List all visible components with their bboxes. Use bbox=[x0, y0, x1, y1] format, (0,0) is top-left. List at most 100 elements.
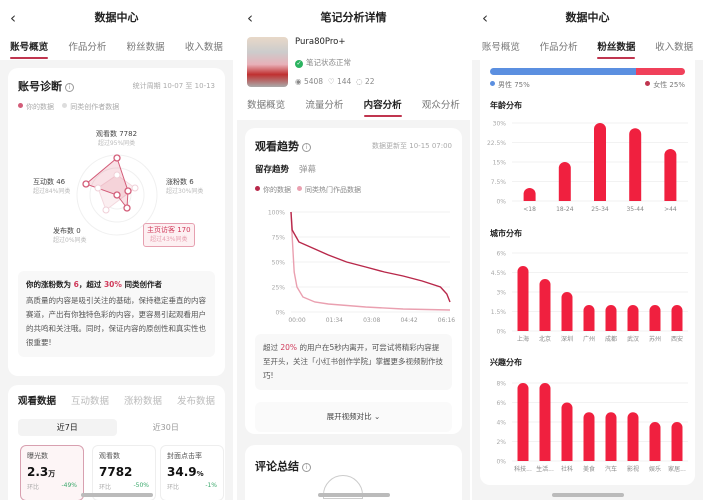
panel-fans-data: ‹ 数据中心 账号概览 作品分析 粉丝数据 收入数据 男性 75% 女性 25% … bbox=[472, 0, 703, 500]
legend-dot bbox=[62, 103, 68, 108]
tab-interaction-data[interactable]: 互动数据 bbox=[70, 396, 109, 407]
info-icon[interactable]: i bbox=[65, 83, 74, 92]
range-7d[interactable]: 近7日 bbox=[18, 419, 117, 436]
header: ‹ 笔记分析详情 bbox=[237, 0, 470, 36]
y-tick-label: 0% bbox=[496, 199, 506, 206]
bar-35-44 bbox=[629, 128, 642, 201]
bar-25-34 bbox=[594, 123, 606, 201]
tab-watch-data[interactable]: 观看数据 bbox=[18, 396, 57, 407]
tab-account-overview[interactable]: 账号概览 bbox=[10, 39, 49, 59]
x-tick-label: 社科 bbox=[561, 465, 573, 473]
y-tick-label: 22.5% bbox=[487, 140, 506, 147]
tab-audience[interactable]: 观众分析 bbox=[421, 100, 460, 111]
y-tick-label: 3% bbox=[496, 290, 506, 297]
range-30d[interactable]: 近30日 bbox=[152, 423, 179, 432]
data-tabs: 观看数据 互动数据 涨粉数据 发布数据 bbox=[18, 393, 215, 407]
bar-广州 bbox=[583, 305, 595, 331]
y-tick-label: 50% bbox=[272, 260, 286, 267]
back-icon[interactable]: ‹ bbox=[247, 9, 253, 27]
y-tick-label: 2% bbox=[496, 439, 506, 446]
bar-社科 bbox=[561, 402, 573, 461]
bar-影视 bbox=[627, 412, 639, 461]
radar-legend: 你的数据 同类创作者数据 bbox=[18, 102, 215, 112]
y-tick-label: 6% bbox=[496, 251, 506, 258]
note-cover-thumbnail[interactable] bbox=[247, 37, 288, 87]
x-tick-label: 美食 bbox=[583, 465, 595, 473]
x-tick-label: 家居... bbox=[668, 465, 686, 473]
y-tick-label: 1.5% bbox=[491, 309, 507, 316]
bar-生活... bbox=[539, 383, 551, 461]
diagnosis-title-text: 账号诊断 bbox=[18, 80, 62, 93]
tab-income[interactable]: 收入数据 bbox=[655, 42, 694, 53]
tab-works[interactable]: 作品分析 bbox=[68, 42, 107, 53]
back-icon[interactable]: ‹ bbox=[482, 9, 488, 27]
metric-ctr[interactable]: 封面点击率 34.9% 环比 -1% bbox=[160, 445, 224, 500]
gender-male-fill bbox=[490, 68, 637, 75]
legend-yours: 你的数据 bbox=[263, 186, 291, 194]
tab-publish-data[interactable]: 发布数据 bbox=[176, 396, 215, 407]
x-tick-label: >44 bbox=[664, 206, 677, 213]
tip-headline: 你的涨粉数为 6，超过 30% 同类创作者 bbox=[26, 280, 163, 289]
x-tick-label: 25-34 bbox=[591, 206, 609, 213]
tab-works[interactable]: 作品分析 bbox=[539, 42, 578, 53]
home-indicator bbox=[551, 493, 624, 497]
fans-card: 男性 75% 女性 25% 年龄分布 30% 22.5% 15% 7.5% 0% <18 1… bbox=[480, 60, 695, 485]
tab-account-overview[interactable]: 账号概览 bbox=[481, 42, 520, 53]
y-tick-label: 8% bbox=[496, 381, 506, 388]
x-tick-label: 生活... bbox=[536, 465, 554, 473]
point-views bbox=[113, 154, 121, 162]
series-line-同类热门作品数据 bbox=[290, 211, 451, 311]
bar-汽车 bbox=[605, 412, 617, 461]
metric-exposure[interactable]: 曝光数 2.3万 环比 -49% bbox=[20, 445, 84, 500]
comment-summary-title: 评论总结 i bbox=[255, 460, 311, 473]
y-tick-label: 4% bbox=[496, 420, 506, 427]
tab-income[interactable]: 收入数据 bbox=[184, 42, 223, 53]
metric-views[interactable]: 观看数 7782 环比 -50% bbox=[92, 445, 156, 500]
peer-point bbox=[94, 184, 102, 192]
info-icon[interactable]: i bbox=[302, 463, 311, 472]
x-tick-label: 西安 bbox=[671, 335, 683, 343]
header: ‹ 数据中心 bbox=[472, 0, 703, 36]
legend-peers: 同类热门作品数据 bbox=[305, 186, 361, 194]
main-tabs: 账号概览 作品分析 粉丝数据 收入数据 bbox=[0, 36, 233, 60]
bar-美食 bbox=[583, 412, 595, 461]
x-tick-label: 上海 bbox=[517, 335, 529, 343]
retention-chart: 100% 75% 50% 25% 0%00:00 01:34 03:08 04:42 06:16 bbox=[268, 210, 455, 325]
page-title: 笔记分析详情 bbox=[320, 11, 387, 24]
tab-danmaku[interactable]: 弹幕 bbox=[299, 165, 317, 175]
info-icon[interactable]: i bbox=[302, 143, 311, 152]
tab-data-overview[interactable]: 数据概览 bbox=[247, 100, 286, 111]
bar-苏州 bbox=[649, 305, 661, 331]
age-title: 年龄分布 bbox=[490, 101, 522, 110]
legend-yours: 你的数据 bbox=[26, 103, 54, 111]
tab-fans[interactable]: 粉丝数据 bbox=[126, 42, 165, 53]
tab-retention[interactable]: 留存趋势 bbox=[255, 165, 290, 175]
bar-深圳 bbox=[561, 292, 573, 331]
home-indicator bbox=[80, 493, 153, 497]
tip-body: 高质量的内容是吸引关注的基础，保持稳定垂直的内容赛道，产出有你独特色彩的内容，更… bbox=[26, 296, 206, 347]
tab-fans[interactable]: 粉丝数据 bbox=[597, 39, 636, 59]
x-tick-label: 01:34 bbox=[326, 317, 343, 324]
radar-label-fans: 涨粉数 6 超过30%同类 bbox=[163, 176, 207, 198]
expand-video-compare-button[interactable]: 展开视频对比 ⌄ bbox=[255, 402, 452, 432]
x-tick-label: 03:08 bbox=[363, 317, 380, 324]
point-posts bbox=[113, 191, 121, 199]
bar->44 bbox=[664, 149, 677, 201]
y-tick-label: 15% bbox=[493, 160, 507, 167]
note-stats: ◉ 5408 ♡ 144 ◌ 22 bbox=[295, 77, 375, 86]
tab-traffic[interactable]: 流量分析 bbox=[305, 100, 344, 111]
bar-<18 bbox=[523, 188, 536, 201]
tab-fans-data[interactable]: 涨粉数据 bbox=[123, 396, 162, 407]
legend-dot bbox=[297, 186, 302, 191]
legend-dot bbox=[18, 103, 23, 108]
y-tick-label: 7.5% bbox=[491, 179, 507, 186]
note-header: ‹ 笔记分析详情 Pura80Pro+ ✓ 笔记状态正常 ◉ 5408 ♡ 144 … bbox=[237, 0, 470, 120]
x-tick-label: 娱乐 bbox=[649, 465, 661, 473]
tab-content[interactable]: 内容分析 bbox=[363, 97, 402, 117]
comment-summary-card: 评论总结 i bbox=[245, 445, 462, 500]
peer-point bbox=[113, 171, 121, 179]
back-icon[interactable]: ‹ bbox=[10, 9, 16, 27]
interest-chart: 8% 6% 4% 2% 0% 科技... 生活... 社科 美食 汽车 影视 娱乐 家居... bbox=[496, 381, 688, 473]
comments-count: 22 bbox=[364, 77, 375, 86]
bar-成都 bbox=[605, 305, 617, 331]
